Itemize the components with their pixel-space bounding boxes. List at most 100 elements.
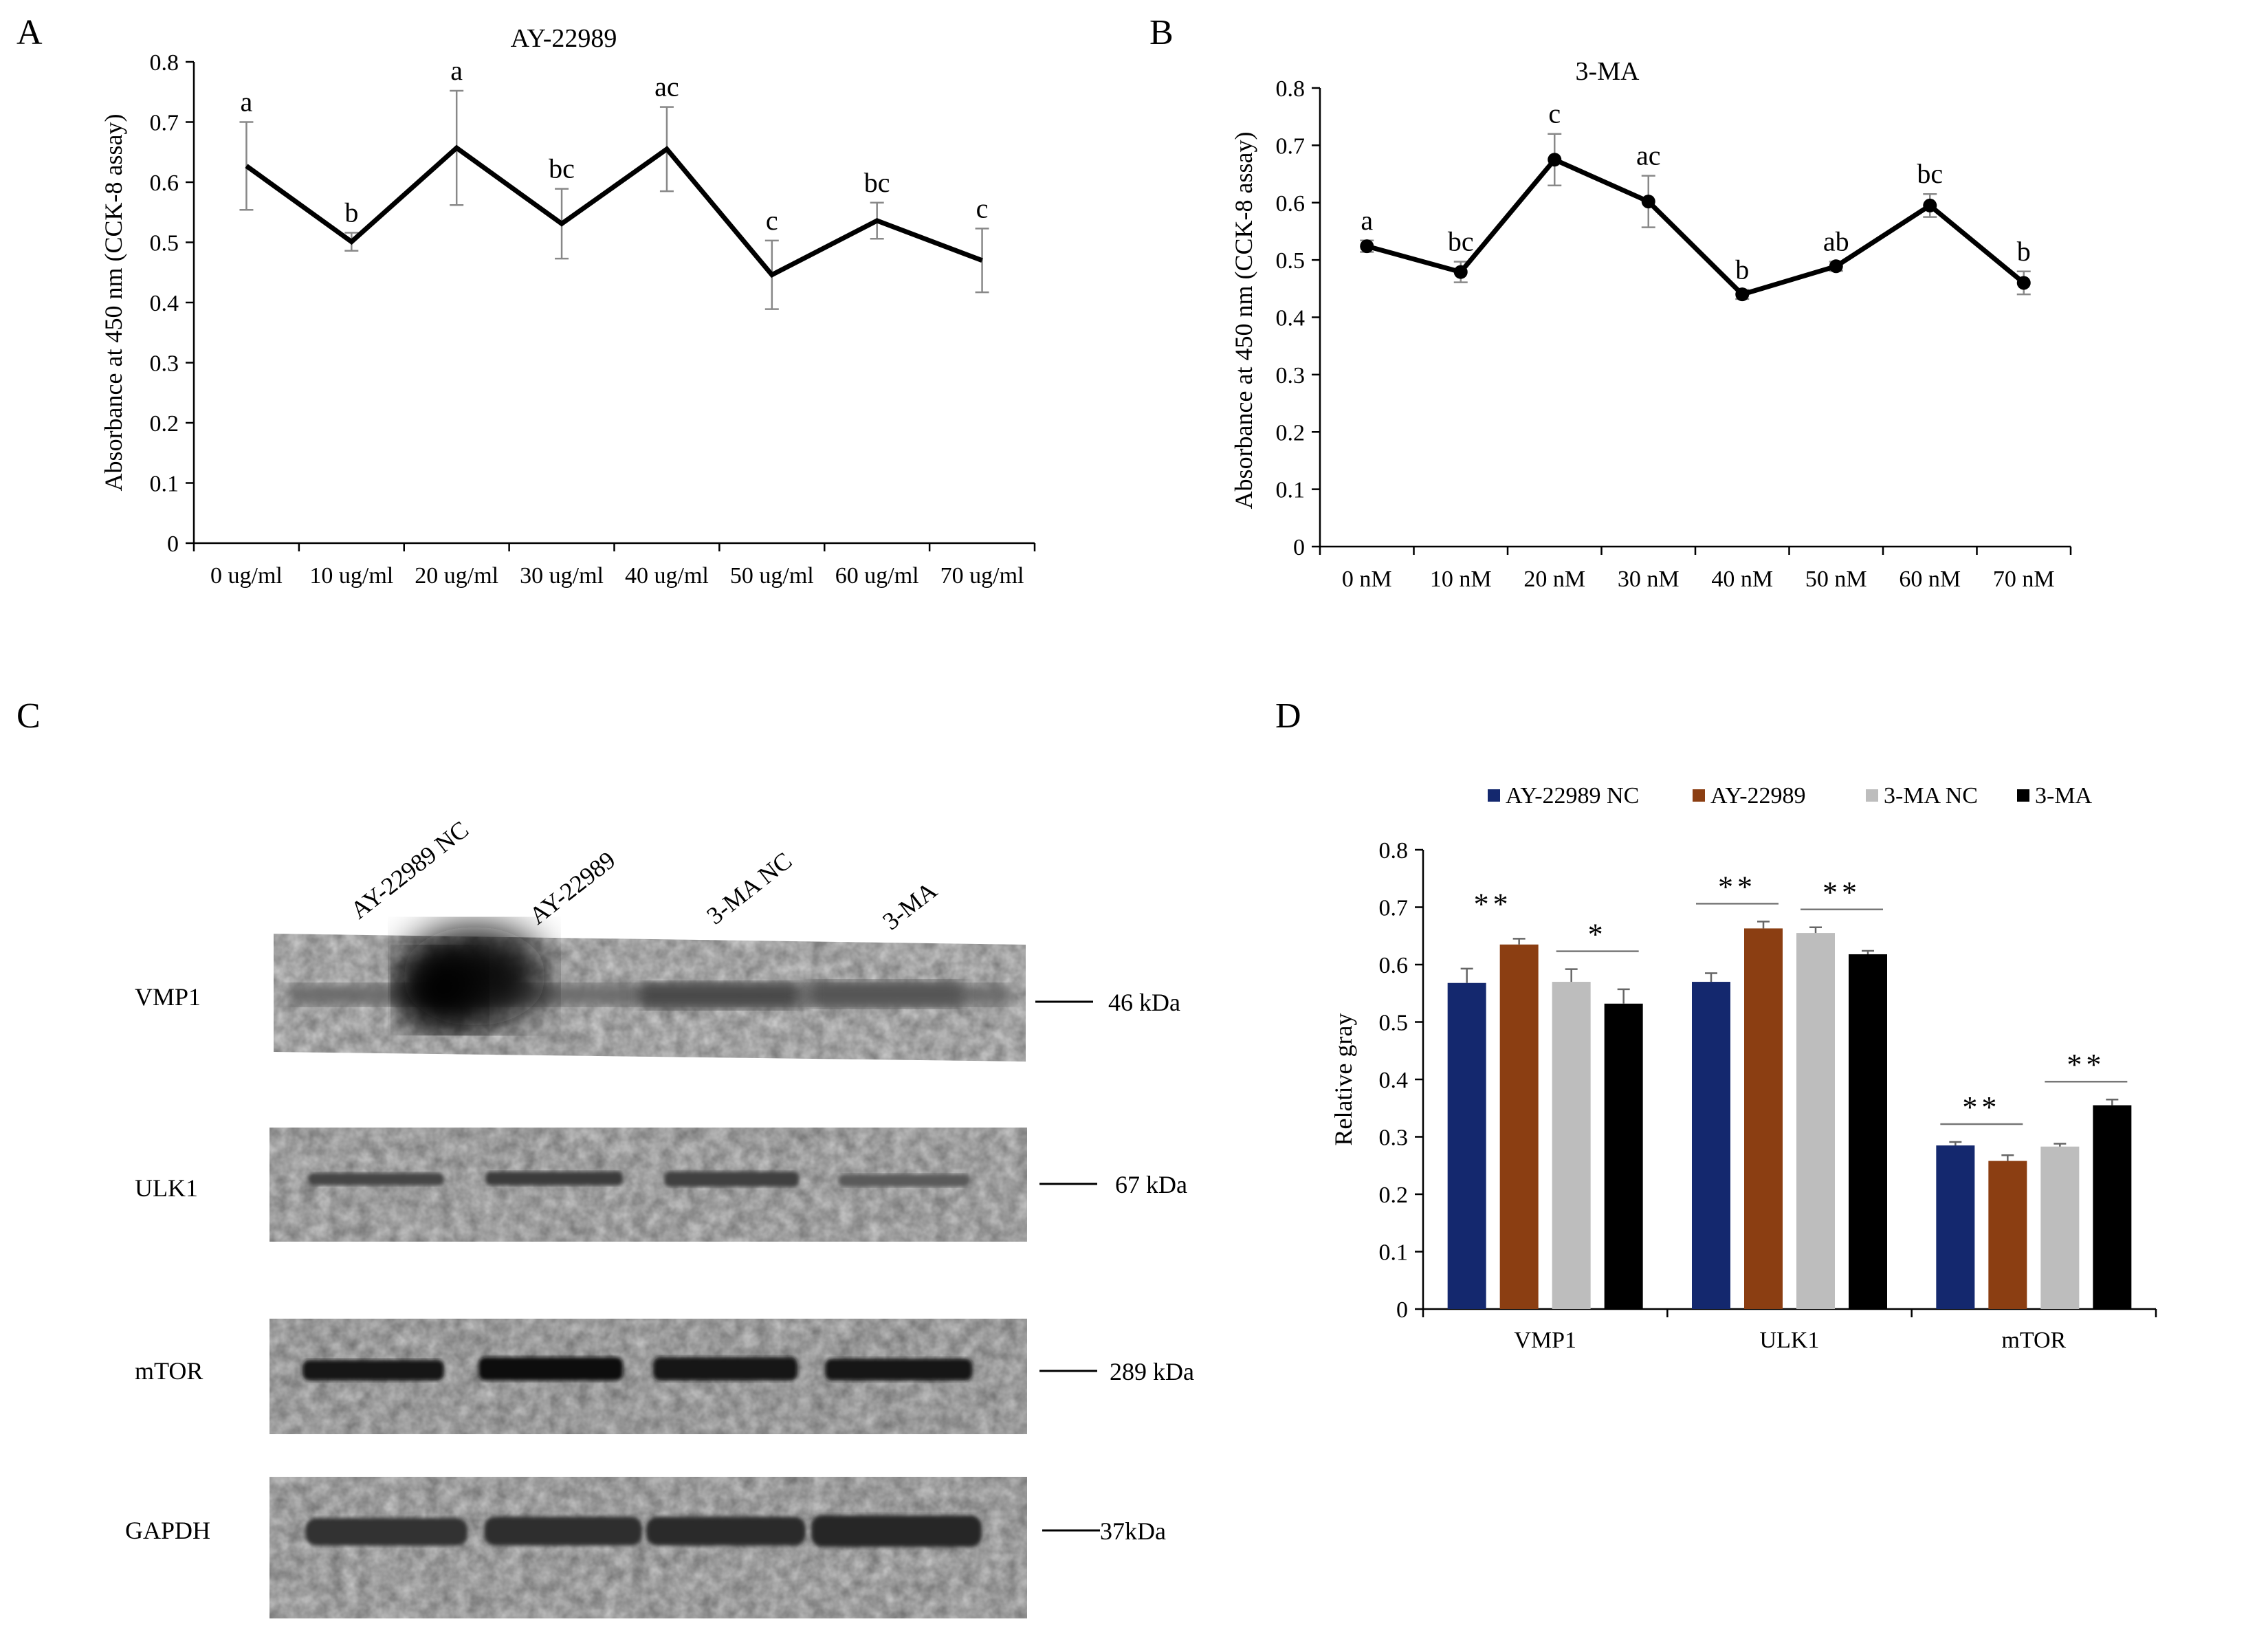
blot-protein-label: GAPDH xyxy=(125,1517,210,1544)
y-tick-label: 0.2 xyxy=(150,411,179,437)
bar xyxy=(1692,982,1730,1309)
y-tick-label: 0 xyxy=(167,531,179,557)
significance-letter: b xyxy=(2017,236,2031,267)
significance-stars: ** xyxy=(2067,1048,2105,1081)
blot-protein-label: ULK1 xyxy=(135,1174,198,1202)
legend-item: 3-MA xyxy=(2017,783,2093,809)
legend-swatch xyxy=(1866,789,1878,802)
chart-panel-d: Relative gray AY-22989 NC AY-22989 3-MA NC… xyxy=(1330,783,2157,1353)
significance-stars: ** xyxy=(1474,887,1512,921)
y-tick-label: 0.4 xyxy=(150,291,179,316)
y-tick-label: 0.2 xyxy=(1379,1183,1409,1208)
significance-letter: bc xyxy=(864,167,890,198)
data-point xyxy=(1923,198,1937,212)
legend-item: 3-MA NC xyxy=(1866,783,1978,809)
blot-lane-label: 3-MA NC xyxy=(701,846,797,930)
x-tick-label: 60 nM xyxy=(1899,567,1961,592)
error-bar xyxy=(1949,1141,1962,1146)
y-tick-label: 0.3 xyxy=(1379,1125,1409,1151)
blot-lane-label: AY-22989 NC xyxy=(345,815,474,924)
error-bar xyxy=(1460,967,1473,983)
data-point xyxy=(1453,265,1468,279)
chart-a-title: AY-22989 xyxy=(511,24,617,53)
y-tick-label: 0.1 xyxy=(1276,478,1306,503)
western-blot: AY-22989 NC AY-22989 3-MA NC 3-MA xyxy=(125,815,1194,1618)
blot-size-label: 289 kDa xyxy=(1110,1358,1194,1385)
panel-label-a: A xyxy=(16,13,43,52)
blot-size-label: 46 kDa xyxy=(1108,989,1180,1016)
bar xyxy=(1744,928,1783,1309)
legend-label: AY-22989 NC xyxy=(1506,783,1639,809)
y-tick-label: 0 xyxy=(1293,535,1305,560)
data-point xyxy=(1829,259,1843,274)
significance-letter: bc xyxy=(1448,226,1474,257)
x-tick-label: 20 nM xyxy=(1523,567,1585,592)
legend-swatch xyxy=(2017,789,2029,802)
panel-label-d: D xyxy=(1275,696,1301,736)
bar xyxy=(1552,982,1591,1309)
significance-letter: ac xyxy=(1636,140,1661,171)
legend-item: AY-22989 NC xyxy=(1488,783,1639,809)
error-bar xyxy=(2106,1098,2119,1106)
y-tick-label: 0.8 xyxy=(1276,76,1306,102)
significance-letter: ab xyxy=(1823,226,1849,257)
legend-label: 3-MA xyxy=(2035,783,2093,809)
error-bar xyxy=(1705,972,1717,982)
series-line xyxy=(1366,156,2025,298)
x-tick-label: 30 ug/ml xyxy=(520,563,604,589)
y-tick-label: 0.3 xyxy=(150,351,179,377)
error-bar xyxy=(1617,988,1630,1004)
blot-size-label: 37kDa xyxy=(1100,1517,1166,1545)
y-tick-label: 0.5 xyxy=(150,231,179,256)
data-point xyxy=(1548,153,1562,167)
data-point xyxy=(1641,195,1655,209)
legend-item: AY-22989 xyxy=(1693,783,1806,809)
x-tick-label: 50 nM xyxy=(1805,567,1867,592)
legend-label: AY-22989 xyxy=(1710,783,1806,809)
y-tick-label: 0.4 xyxy=(1276,306,1306,331)
bar xyxy=(1988,1161,2027,1309)
significance-letter: b xyxy=(344,197,358,228)
x-category-label: VMP1 xyxy=(1514,1328,1576,1353)
x-tick-label: 0 ug/ml xyxy=(210,563,283,589)
significance-letter: bc xyxy=(549,153,575,184)
chart-d-ylabel: Relative gray xyxy=(1330,1013,1357,1146)
x-tick-label: 70 nM xyxy=(1993,567,2055,592)
error-bar xyxy=(1512,938,1526,945)
y-tick-label: 0.7 xyxy=(1379,896,1409,921)
y-tick-label: 0.5 xyxy=(1276,248,1306,274)
significance-stars: ** xyxy=(1823,876,1861,910)
legend-swatch xyxy=(1693,789,1705,802)
y-tick-label: 0.4 xyxy=(1379,1068,1409,1093)
x-tick-label: 70 ug/ml xyxy=(940,563,1024,589)
significance-letter: ac xyxy=(654,72,679,102)
y-tick-label: 0.2 xyxy=(1276,420,1306,446)
error-bar xyxy=(2054,1143,2067,1147)
blot-protein-label: mTOR xyxy=(135,1357,203,1385)
blot-membrane-vmp1 xyxy=(274,927,1026,1062)
y-tick-label: 0.7 xyxy=(1276,133,1306,159)
blot-membrane-mtor xyxy=(269,1319,1027,1434)
y-tick-label: 0.5 xyxy=(1379,1011,1409,1036)
y-tick-label: 0.6 xyxy=(150,171,179,196)
y-tick-label: 0.6 xyxy=(1276,191,1306,217)
significance-letter: a xyxy=(241,87,253,118)
chart-panel-a: AY-22989 Absorbance at 450 nm (CCK-8 ass… xyxy=(100,24,1036,589)
significance-stars: * xyxy=(1588,918,1607,952)
panel-label-b: B xyxy=(1149,13,1174,52)
y-tick-label: 0.8 xyxy=(1379,838,1409,864)
significance-letter: a xyxy=(450,55,463,86)
y-tick-label: 0.1 xyxy=(1379,1240,1409,1266)
significance-letter: a xyxy=(1361,205,1373,236)
data-point xyxy=(2016,276,2031,290)
bar xyxy=(1499,944,1539,1309)
y-tick-label: 0.6 xyxy=(1379,953,1409,978)
chart-b-plot: 0 0.1 0.2 0.3 0.4 0.5 0.6 0.7 0.8 0 nM 10 nM 20 nM 3… xyxy=(1276,76,2072,592)
chart-b-title: 3-MA xyxy=(1576,57,1640,86)
significance-letter: b xyxy=(1735,254,1749,285)
y-tick-label: 0.8 xyxy=(150,50,179,76)
legend-label: 3-MA NC xyxy=(1884,783,1978,809)
bar xyxy=(1604,1003,1643,1309)
